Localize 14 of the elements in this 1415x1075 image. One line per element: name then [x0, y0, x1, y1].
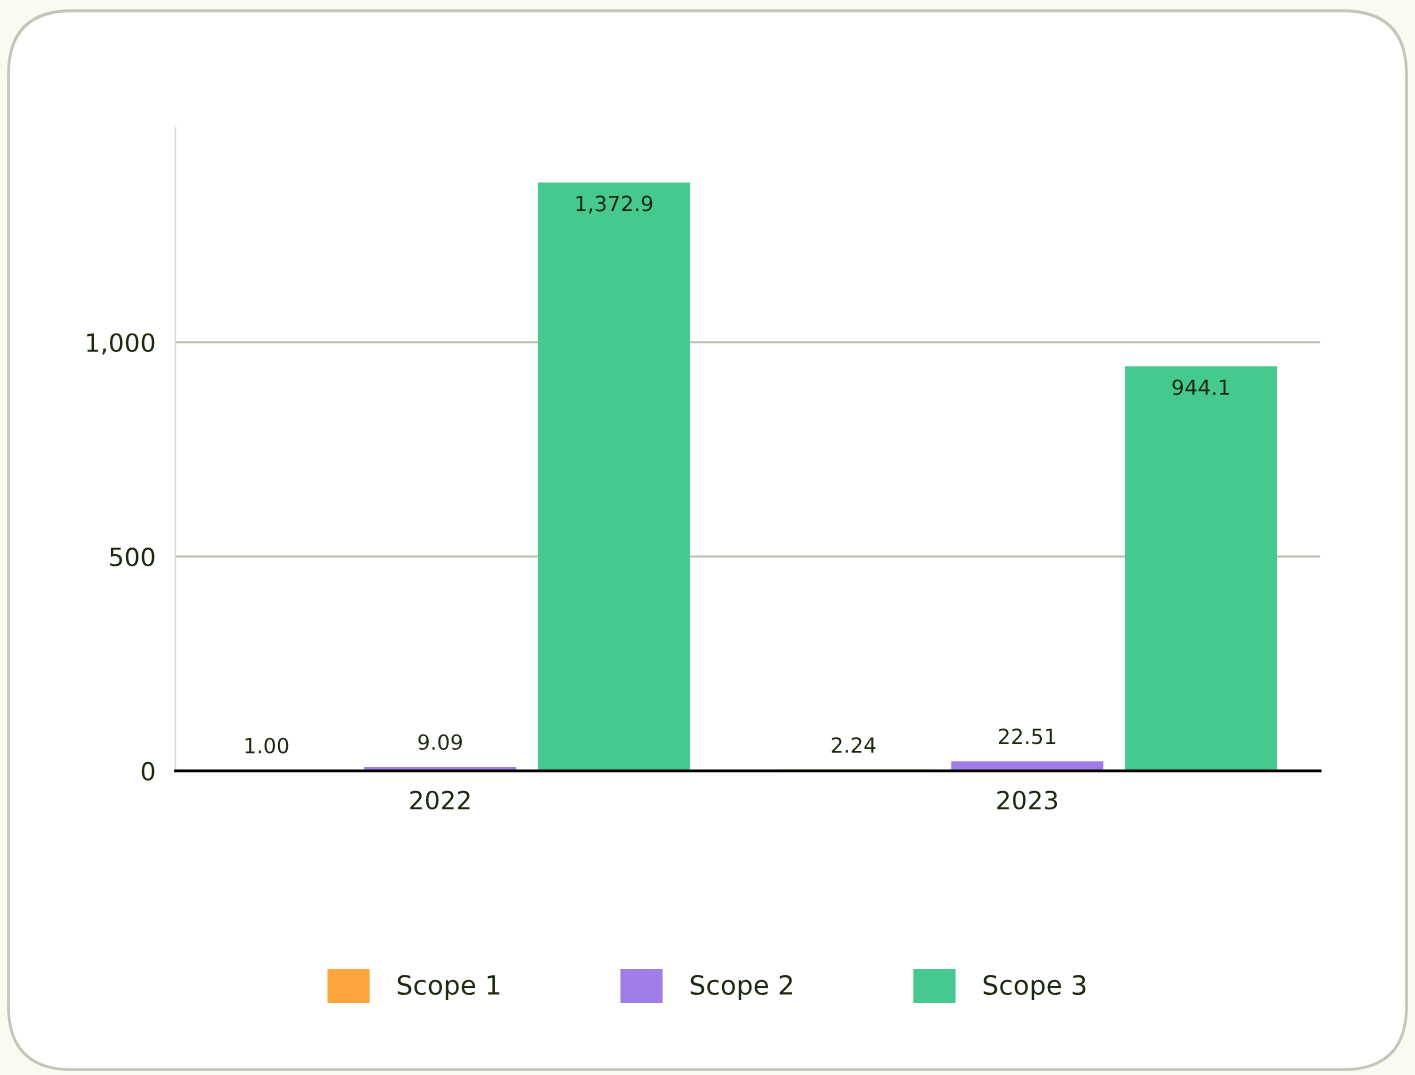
data-label: 9.09 — [418, 734, 462, 750]
y-tick-label: 500 — [110, 547, 155, 567]
data-label: 1.00 — [245, 737, 289, 754]
x-tick-label: 2023 — [997, 790, 1058, 810]
data-label: 2.24 — [831, 737, 876, 753]
y-tick-label: 0 — [141, 761, 155, 781]
data-label: 22.51 — [998, 728, 1056, 745]
data-label: 944.1 — [1172, 379, 1229, 396]
legend-label: Scope 2 — [690, 974, 792, 1001]
legend-label: Scope 1 — [397, 974, 500, 1001]
data-label: 1,372.9 — [576, 195, 653, 214]
legend-label: Scope 3 — [983, 974, 1086, 1001]
y-tick-label: 1,000 — [87, 333, 155, 355]
x-tick-label: 2022 — [410, 790, 470, 810]
